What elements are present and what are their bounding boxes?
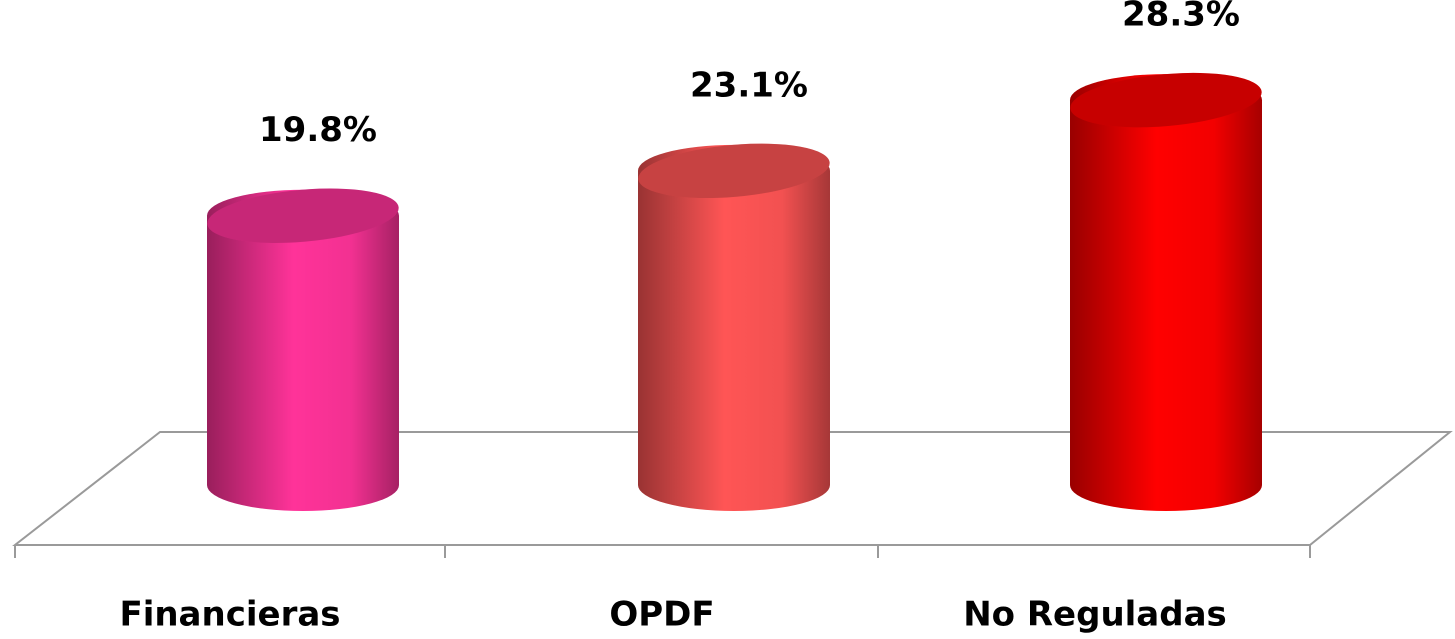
bar-shade (638, 144, 830, 511)
bar-shade (207, 189, 399, 511)
bar-top (638, 143, 830, 199)
bar-top (1070, 72, 1262, 128)
x-tick-label: No Reguladas (963, 595, 1227, 635)
value-label: 23.1% (690, 65, 808, 105)
bar-top-shade (638, 143, 830, 199)
bar-top-shade (207, 188, 399, 243)
x-tick-label: OPDF (609, 595, 714, 635)
bar-top-shade (1070, 72, 1262, 128)
bar-shade (1070, 74, 1262, 512)
value-label: 19.8% (259, 110, 377, 150)
value-label: 28.3% (1122, 0, 1240, 35)
bar-top (207, 188, 399, 243)
x-tick-label: Financieras (119, 595, 340, 635)
